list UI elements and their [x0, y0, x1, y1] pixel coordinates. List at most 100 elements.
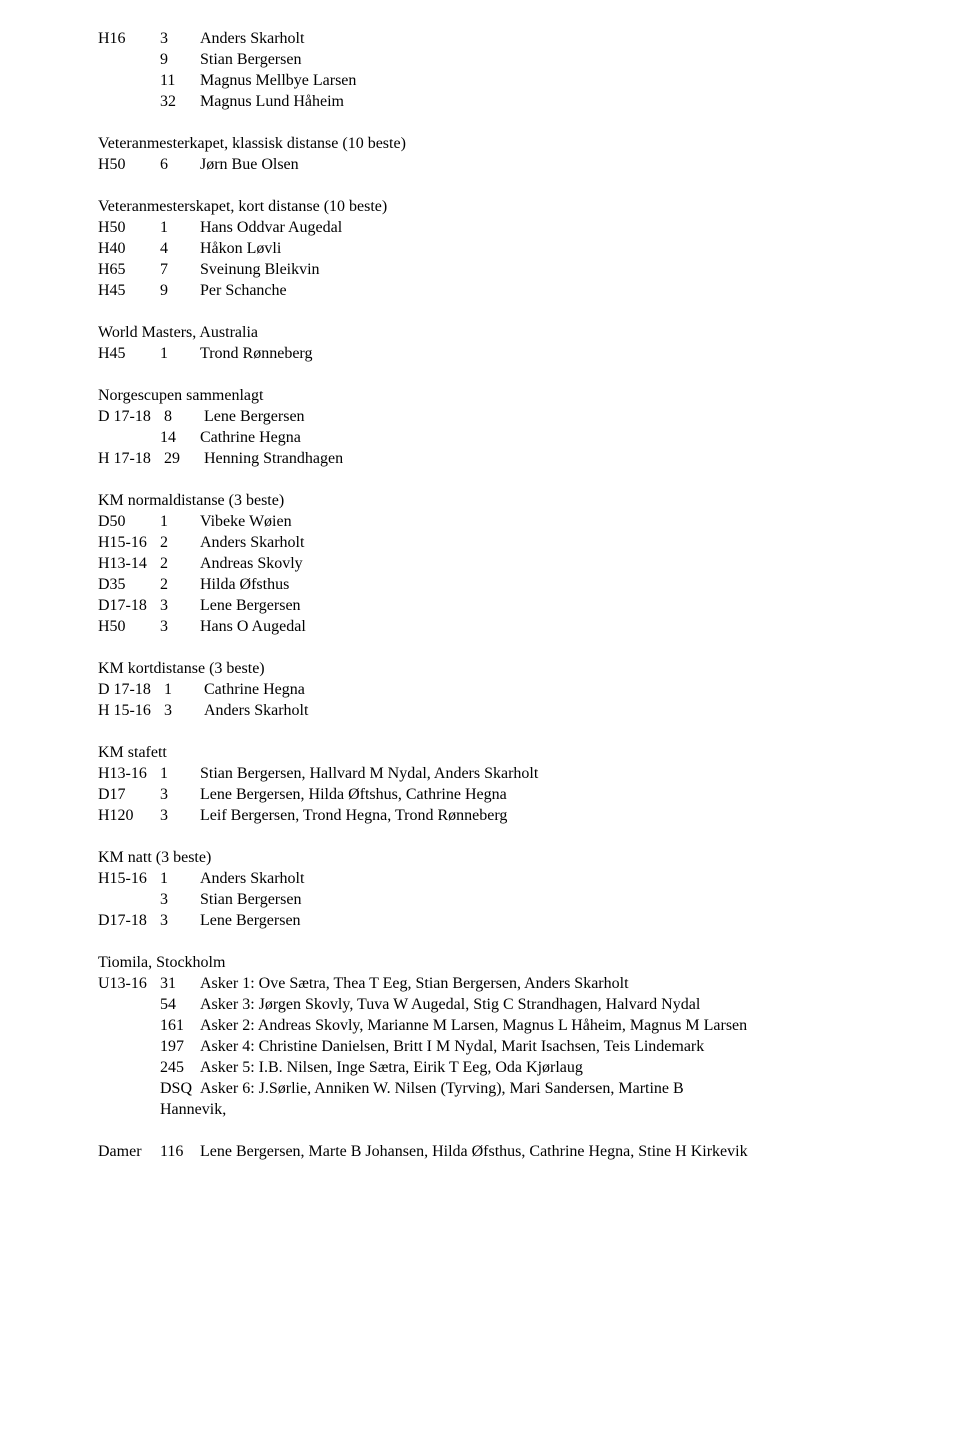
class-code: [98, 1099, 160, 1120]
result-row: D173Lene Bergersen, Hilda Øftshus, Cathr…: [98, 784, 880, 805]
result-name: Lene Bergersen: [204, 406, 305, 427]
class-code: D17-18: [98, 595, 160, 616]
document-body: H163Anders Skarholt9Stian Bergersen11Mag…: [98, 28, 880, 1162]
class-code: H50: [98, 616, 160, 637]
placement-number: 3: [160, 784, 200, 805]
placement-number: 2: [160, 553, 200, 574]
placement-number: 2: [160, 574, 200, 595]
result-row: D501Vibeke Wøien: [98, 511, 880, 532]
class-code: [98, 427, 160, 448]
section-heading: Norgescupen sammenlagt: [98, 385, 880, 406]
result-name: Lene Bergersen, Hilda Øftshus, Cathrine …: [200, 784, 507, 805]
result-row: H657Sveinung Bleikvin: [98, 259, 880, 280]
result-name: Asker 1: Ove Sætra, Thea T Eeg, Stian Be…: [200, 973, 629, 994]
class-code: [98, 91, 160, 112]
result-row: H13-142Andreas Skovly: [98, 553, 880, 574]
class-code: D35: [98, 574, 160, 595]
placement-number: 6: [160, 154, 200, 175]
placement-number: 9: [160, 49, 200, 70]
result-name: Hilda Øfsthus: [200, 574, 289, 595]
placement-number: 32: [160, 91, 200, 112]
blank-line: [98, 301, 880, 322]
result-row: D 17-188Lene Bergersen: [98, 406, 880, 427]
result-name: Vibeke Wøien: [200, 511, 292, 532]
placement-number: 3: [160, 595, 200, 616]
class-code: H15-16: [98, 532, 160, 553]
placement-number: 1: [160, 511, 200, 532]
result-row: H15-161Anders Skarholt: [98, 868, 880, 889]
result-row: 11Magnus Mellbye Larsen: [98, 70, 880, 91]
result-row: H1203Leif Bergersen, Trond Hegna, Trond …: [98, 805, 880, 826]
placement-number: 3: [164, 700, 204, 721]
result-name: Jørn Bue Olsen: [200, 154, 299, 175]
result-row-continuation: Hannevik,: [98, 1099, 880, 1120]
class-code: H 17-18: [98, 448, 164, 469]
placement-number: 29: [164, 448, 204, 469]
result-name: Anders Skarholt: [200, 532, 304, 553]
result-name: Anders Skarholt: [204, 700, 308, 721]
result-name: Håkon Løvli: [200, 238, 281, 259]
blank-line: [98, 175, 880, 196]
class-code: H 15-16: [98, 700, 164, 721]
result-name: Cathrine Hegna: [204, 679, 305, 700]
result-row: H506Jørn Bue Olsen: [98, 154, 880, 175]
result-row: H501Hans Oddvar Augedal: [98, 217, 880, 238]
result-row: D352Hilda Øfsthus: [98, 574, 880, 595]
blank-line: [98, 721, 880, 742]
placement-number: 2: [160, 532, 200, 553]
result-name: Anders Skarholt: [200, 28, 304, 49]
result-row: H13-161Stian Bergersen, Hallvard M Nydal…: [98, 763, 880, 784]
result-name: Hannevik,: [160, 1099, 226, 1120]
placement-number: 197: [160, 1036, 200, 1057]
result-row: 197Asker 4: Christine Danielsen, Britt I…: [98, 1036, 880, 1057]
result-name: Cathrine Hegna: [200, 427, 301, 448]
class-code: U13-16: [98, 973, 160, 994]
class-code: H15-16: [98, 868, 160, 889]
class-code: D17-18: [98, 910, 160, 931]
class-code: H16: [98, 28, 160, 49]
result-row: H503Hans O Augedal: [98, 616, 880, 637]
result-row: H163Anders Skarholt: [98, 28, 880, 49]
result-name: Magnus Lund Håheim: [200, 91, 344, 112]
placement-number: DSQ: [160, 1078, 200, 1099]
class-code: H40: [98, 238, 160, 259]
result-row: H 17-1829Henning Strandhagen: [98, 448, 880, 469]
result-row: H15-162Anders Skarholt: [98, 532, 880, 553]
placement-number: 14: [160, 427, 200, 448]
class-code: Damer: [98, 1141, 160, 1162]
class-code: D 17-18: [98, 406, 164, 427]
result-name: Magnus Mellbye Larsen: [200, 70, 356, 91]
result-row: H459Per Schanche: [98, 280, 880, 301]
result-name: Hans Oddvar Augedal: [200, 217, 342, 238]
class-code: [98, 1057, 160, 1078]
section-heading: Veteranmesterkapet, klassisk distanse (1…: [98, 133, 880, 154]
result-name: Lene Bergersen, Marte B Johansen, Hilda …: [200, 1141, 748, 1162]
class-code: H50: [98, 154, 160, 175]
result-row: 9Stian Bergersen: [98, 49, 880, 70]
blank-line: [98, 112, 880, 133]
placement-number: 54: [160, 994, 200, 1015]
result-row: DSQAsker 6: J.Sørlie, Anniken W. Nilsen …: [98, 1078, 880, 1099]
placement-number: 1: [160, 763, 200, 784]
result-row: D17-183Lene Bergersen: [98, 595, 880, 616]
result-row: 3Stian Bergersen: [98, 889, 880, 910]
result-row: H 15-163Anders Skarholt: [98, 700, 880, 721]
class-code: [98, 889, 160, 910]
result-row: H451Trond Rønneberg: [98, 343, 880, 364]
blank-line: [98, 637, 880, 658]
placement-number: 31: [160, 973, 200, 994]
result-name: Lene Bergersen: [200, 595, 301, 616]
placement-number: 116: [160, 1141, 200, 1162]
result-name: Trond Rønneberg: [200, 343, 312, 364]
result-name: Asker 4: Christine Danielsen, Britt I M …: [200, 1036, 704, 1057]
result-row: D 17-181Cathrine Hegna: [98, 679, 880, 700]
placement-number: 3: [160, 889, 200, 910]
placement-number: 1: [160, 217, 200, 238]
placement-number: 3: [160, 805, 200, 826]
placement-number: 245: [160, 1057, 200, 1078]
result-row: H404Håkon Løvli: [98, 238, 880, 259]
result-name: Asker 3: Jørgen Skovly, Tuva W Augedal, …: [200, 994, 700, 1015]
placement-number: 8: [164, 406, 204, 427]
class-code: D50: [98, 511, 160, 532]
class-code: H13-16: [98, 763, 160, 784]
